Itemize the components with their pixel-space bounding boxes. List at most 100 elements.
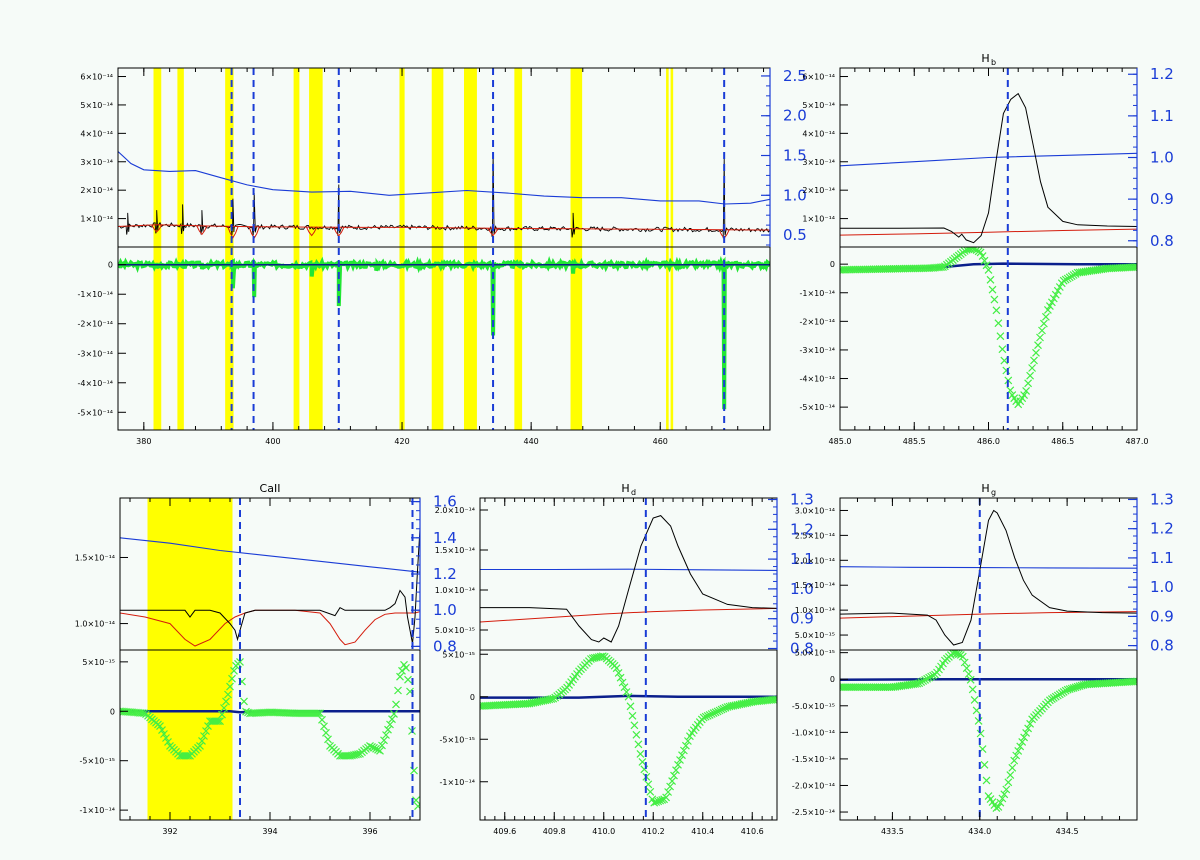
hd-upper-ytick-label: 5.0×10⁻¹⁵ <box>435 626 475 635</box>
hg-green-cross-marker <box>994 802 1003 811</box>
hd-green-cross-marker <box>662 793 671 802</box>
hd-green-cross-marker <box>670 771 678 780</box>
hg-blue-ratio-line <box>840 566 1137 569</box>
caii-green-cross-marker <box>222 697 230 706</box>
hb-title-subscript: b <box>991 58 996 67</box>
hd-green-cross-marker <box>626 702 635 711</box>
hb-green-cross-marker <box>986 275 995 284</box>
caii-title: CaII <box>260 482 281 495</box>
hd-blue-ratio-line <box>480 568 777 571</box>
hb-green-cross-marker <box>1049 294 1058 303</box>
hb-blue-ratio-line <box>840 152 1137 167</box>
caii-green-cross-marker <box>402 663 410 672</box>
hg-green-cross-marker <box>913 679 922 688</box>
hb-xtick-label: 486.5 <box>1051 437 1074 446</box>
hd-green-cross-marker <box>668 777 677 786</box>
hb-frame <box>839 67 1138 431</box>
hd-green-cross-marker <box>683 737 692 745</box>
caii-green-cross-marker <box>160 730 168 738</box>
hg-green-cross-marker <box>964 670 973 678</box>
overview-upper-ytick-label: 5×10⁻¹⁴ <box>80 101 113 110</box>
caii-green-markers <box>120 657 420 811</box>
hg-xtick-label: 434.0 <box>968 827 991 836</box>
hg-navy-line <box>840 677 1137 682</box>
overview-yellow-band <box>225 68 234 430</box>
caii-green-cross-marker <box>354 750 362 759</box>
hd-right-ytick-label: 0.8 <box>790 640 814 658</box>
caii-green-cross-marker <box>366 741 374 750</box>
caii-green-cross-marker <box>378 741 386 750</box>
hb-green-cross-marker <box>1133 263 1137 271</box>
overview-red-dip <box>306 226 318 237</box>
hb-right-ytick-label: 0.8 <box>1150 232 1174 250</box>
hb-green-cross-marker <box>1131 263 1137 272</box>
hd-green-cross-marker <box>612 664 621 673</box>
hb-green-cross-marker <box>984 265 993 274</box>
caii-green-cross-marker <box>314 709 322 718</box>
hb-green-cross-marker <box>1039 319 1048 328</box>
caii-green-cross-marker <box>198 736 206 745</box>
hd-red-model-line <box>480 607 777 623</box>
hg-green-cross-marker <box>962 664 971 673</box>
overview-xtick-label: 420 <box>394 437 409 446</box>
hg-green-cross-marker <box>1024 724 1033 733</box>
hd-green-cross-marker <box>707 710 716 718</box>
overview-yellow-band <box>670 68 674 430</box>
hb-black-spectrum-line <box>840 92 1137 244</box>
hb-right-ytick-label: 1.2 <box>1150 65 1174 83</box>
hd-xtick-label: 409.8 <box>543 827 566 836</box>
overview-upper-ytick-label: 1×10⁻¹⁴ <box>80 215 113 224</box>
caii-green-cross-marker <box>196 741 204 750</box>
hg-green-cross-marker <box>1006 771 1015 780</box>
hb-green-cross-marker <box>1053 286 1062 295</box>
hd-green-cross-marker <box>638 757 647 766</box>
hg-lower-ytick-label: -1.0×10⁻¹⁴ <box>792 728 835 737</box>
overview-yellow-band <box>570 68 583 430</box>
overview-lower-ytick-label: -5×10⁻¹⁴ <box>78 408 114 417</box>
caii-green-cross-marker <box>320 722 328 731</box>
hg-right-ytick-label: 1.1 <box>1150 549 1174 567</box>
hb-green-cross-marker <box>994 319 1003 328</box>
hb-green-cross-marker <box>996 332 1005 341</box>
hg-green-cross-marker <box>980 760 989 769</box>
hg-green-cross-marker <box>927 672 936 681</box>
hd-green-cross-marker <box>676 756 684 764</box>
caii-green-cross-marker <box>396 672 404 681</box>
overview-yellow-band <box>666 68 669 430</box>
hd-green-cross-marker <box>705 710 714 719</box>
caii-right-ytick-label: 0.8 <box>433 637 457 655</box>
hd-green-cross-marker <box>701 712 710 721</box>
caii-yellow-band <box>147 498 233 820</box>
hb-green-cross-marker <box>976 248 985 257</box>
hd-lower-ytick-label: 5×10⁻¹⁵ <box>442 650 475 659</box>
caii-green-cross-marker <box>324 735 332 744</box>
caii-green-cross-marker <box>202 727 210 735</box>
hb-lower-ytick-label: -1×10⁻¹⁴ <box>800 289 836 298</box>
hd-green-cross-marker <box>614 668 623 677</box>
caii-red-model-line <box>120 609 420 647</box>
hb-green-cross-marker <box>982 261 991 270</box>
caii-lower-ytick-label: -5×10⁻¹⁵ <box>80 757 116 766</box>
overview-yellow-band <box>177 68 184 430</box>
hd-green-cross-marker <box>674 760 682 769</box>
caii-green-cross-marker <box>140 709 148 718</box>
caii-green-cross-marker <box>164 737 172 746</box>
hg-right-ytick-label: 1.0 <box>1150 578 1174 596</box>
hb-green-cross-marker <box>970 247 979 253</box>
hd-green-cross-marker <box>666 782 675 791</box>
caii-green-cross-marker <box>316 709 324 718</box>
caii-green-cross-marker <box>398 666 406 675</box>
hg-green-cross-marker <box>976 729 985 738</box>
caii-green-cross-marker <box>390 709 398 718</box>
hg-green-cross-marker <box>1012 751 1021 760</box>
overview-right-ytick-label: 2.5 <box>783 67 807 85</box>
caii-green-cross-marker <box>220 704 228 712</box>
caii-green-cross-marker <box>200 732 208 740</box>
hb-title: H <box>981 52 989 65</box>
hg-green-cross-marker <box>1020 733 1029 742</box>
hd-right-ytick-label: 0.9 <box>790 610 814 628</box>
hb-green-cross-marker <box>988 285 997 294</box>
hd-green-cross-marker <box>632 730 641 739</box>
hb-green-cross-marker <box>1020 391 1029 400</box>
